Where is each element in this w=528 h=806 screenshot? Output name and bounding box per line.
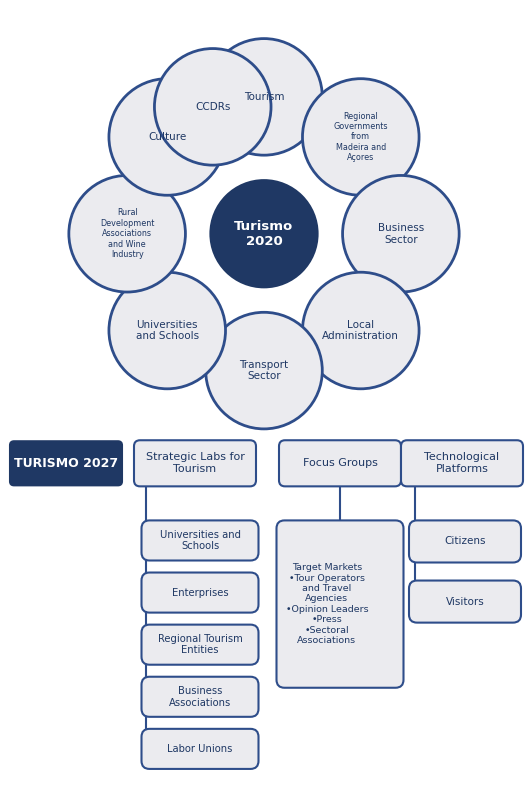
Text: Business
Associations: Business Associations [169,686,231,708]
Text: Enterprises: Enterprises [172,588,228,597]
Text: Tourism: Tourism [244,92,284,102]
Text: Strategic Labs for
Tourism: Strategic Labs for Tourism [146,452,244,474]
Circle shape [303,79,419,195]
Circle shape [211,181,317,287]
Text: Labor Unions: Labor Unions [167,744,233,754]
Text: Technological
Platforms: Technological Platforms [425,452,499,474]
FancyBboxPatch shape [142,572,259,613]
Circle shape [206,39,322,156]
FancyBboxPatch shape [409,580,521,622]
Text: Rural
Development
Associations
and Wine
Industry: Rural Development Associations and Wine … [100,209,154,259]
FancyBboxPatch shape [10,441,122,485]
FancyBboxPatch shape [142,521,259,560]
Text: Business
Sector: Business Sector [378,223,424,244]
FancyBboxPatch shape [401,440,523,486]
Text: Universities and
Schools: Universities and Schools [159,530,240,551]
Text: Regional
Governments
from
Madeira and
Açores: Regional Governments from Madeira and Aç… [334,112,388,162]
Text: Visitors: Visitors [446,596,484,607]
Text: CCDRs: CCDRs [195,102,230,112]
Text: Regional Tourism
Entities: Regional Tourism Entities [158,634,242,655]
Circle shape [109,272,225,388]
Text: Local
Administration: Local Administration [322,320,399,341]
FancyBboxPatch shape [142,625,259,665]
FancyBboxPatch shape [277,521,403,688]
Circle shape [343,176,459,292]
Text: Culture: Culture [148,132,186,142]
Text: Transport
Sector: Transport Sector [239,359,289,381]
FancyBboxPatch shape [279,440,401,486]
Text: Citizens: Citizens [444,537,486,546]
Circle shape [303,272,419,388]
Circle shape [155,48,271,165]
Circle shape [206,312,322,429]
Text: Target Markets
•Tour Operators
and Travel
Agencies
•Opinion Leaders
•Press
•Sect: Target Markets •Tour Operators and Trave… [286,563,368,645]
Text: Universities
and Schools: Universities and Schools [136,320,199,341]
FancyBboxPatch shape [409,521,521,563]
FancyBboxPatch shape [134,440,256,486]
FancyBboxPatch shape [142,729,259,769]
Circle shape [69,176,185,292]
FancyBboxPatch shape [142,677,259,717]
Text: Focus Groups: Focus Groups [303,459,378,468]
Text: TURISMO 2027: TURISMO 2027 [14,457,118,470]
Circle shape [109,79,225,195]
Text: Turismo
2020: Turismo 2020 [234,220,294,247]
